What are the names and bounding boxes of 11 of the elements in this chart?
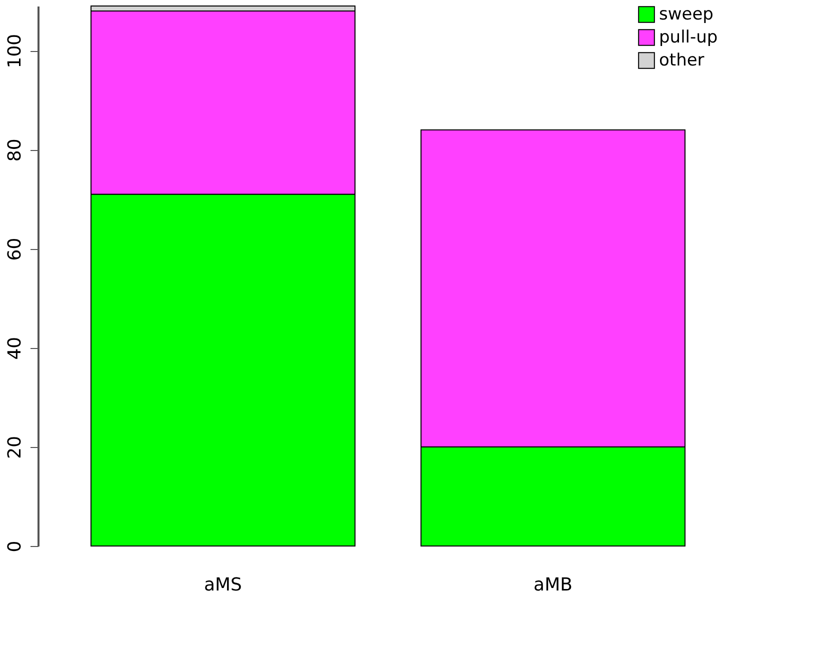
legend-label: other xyxy=(659,50,704,70)
x-tick-label: aMB xyxy=(534,574,572,596)
y-tick-label: 80 xyxy=(4,138,26,162)
legend-label: pull-up xyxy=(659,28,718,48)
y-tick-label: 0 xyxy=(4,540,26,552)
y-tick-label: 100 xyxy=(4,34,26,68)
y-tick-label: 60 xyxy=(4,238,26,261)
y-tick-label: 40 xyxy=(4,336,26,360)
y-tick-label: 20 xyxy=(4,436,26,459)
x-tick-label: aMS xyxy=(204,574,242,596)
legend-label: sweep xyxy=(659,4,714,24)
